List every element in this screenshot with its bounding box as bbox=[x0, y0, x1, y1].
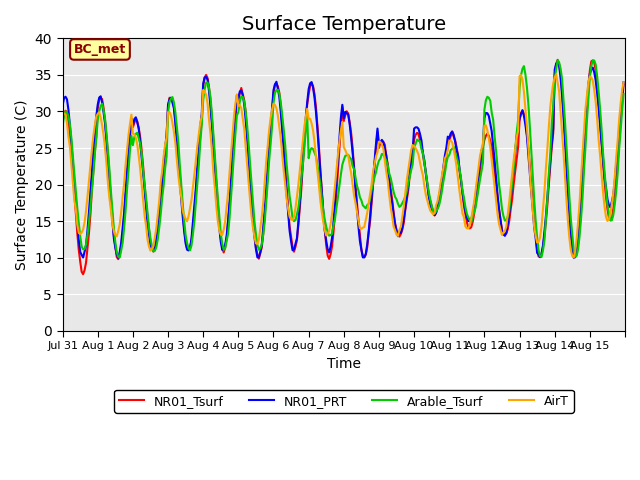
NR01_PRT bbox=[95, 95, 103, 100]
NR01_Tsurf bbox=[97, 95, 104, 101]
NR01_PRT bbox=[459, 189, 467, 195]
Title: Surface Temperature: Surface Temperature bbox=[242, 15, 446, 34]
Arable_Tsurf bbox=[59, 124, 67, 130]
NR01_Tsurf bbox=[618, 100, 626, 106]
NR01_Tsurf bbox=[460, 203, 468, 209]
Y-axis label: Surface Temperature (C): Surface Temperature (C) bbox=[15, 99, 29, 270]
NR01_PRT bbox=[620, 79, 627, 85]
NR01_PRT bbox=[618, 95, 626, 101]
AirT bbox=[59, 110, 67, 116]
Line: AirT: AirT bbox=[63, 74, 623, 258]
NR01_Tsurf bbox=[620, 82, 627, 87]
NR01_PRT bbox=[542, 213, 550, 219]
Arable_Tsurf bbox=[95, 108, 103, 114]
Arable_Tsurf bbox=[543, 196, 551, 202]
Legend: NR01_Tsurf, NR01_PRT, Arable_Tsurf, AirT: NR01_Tsurf, NR01_PRT, Arable_Tsurf, AirT bbox=[114, 390, 573, 413]
AirT bbox=[78, 229, 86, 235]
AirT bbox=[459, 211, 467, 216]
NR01_PRT bbox=[554, 59, 561, 65]
Arable_Tsurf bbox=[78, 244, 86, 250]
NR01_Tsurf bbox=[79, 271, 87, 277]
Line: NR01_Tsurf: NR01_Tsurf bbox=[63, 60, 623, 274]
AirT bbox=[552, 72, 560, 77]
NR01_PRT bbox=[78, 252, 86, 258]
NR01_Tsurf bbox=[543, 202, 551, 207]
AirT bbox=[542, 165, 550, 171]
AirT bbox=[620, 79, 627, 85]
AirT bbox=[95, 109, 103, 115]
AirT bbox=[348, 170, 355, 176]
X-axis label: Time: Time bbox=[327, 357, 361, 371]
NR01_PRT bbox=[348, 135, 355, 141]
Line: Arable_Tsurf: Arable_Tsurf bbox=[63, 60, 623, 258]
NR01_PRT bbox=[59, 103, 67, 108]
NR01_Tsurf bbox=[554, 57, 561, 63]
Line: NR01_PRT: NR01_PRT bbox=[63, 62, 623, 258]
NR01_PRT bbox=[570, 255, 577, 261]
Arable_Tsurf bbox=[460, 194, 468, 200]
NR01_Tsurf bbox=[349, 145, 356, 151]
NR01_Tsurf bbox=[78, 269, 86, 275]
AirT bbox=[618, 88, 626, 94]
Arable_Tsurf bbox=[618, 108, 626, 114]
Arable_Tsurf bbox=[116, 255, 124, 261]
Arable_Tsurf bbox=[554, 58, 561, 63]
Arable_Tsurf bbox=[349, 163, 356, 169]
AirT bbox=[570, 255, 577, 261]
NR01_Tsurf bbox=[59, 119, 67, 125]
Text: BC_met: BC_met bbox=[74, 43, 126, 56]
Arable_Tsurf bbox=[620, 91, 627, 97]
